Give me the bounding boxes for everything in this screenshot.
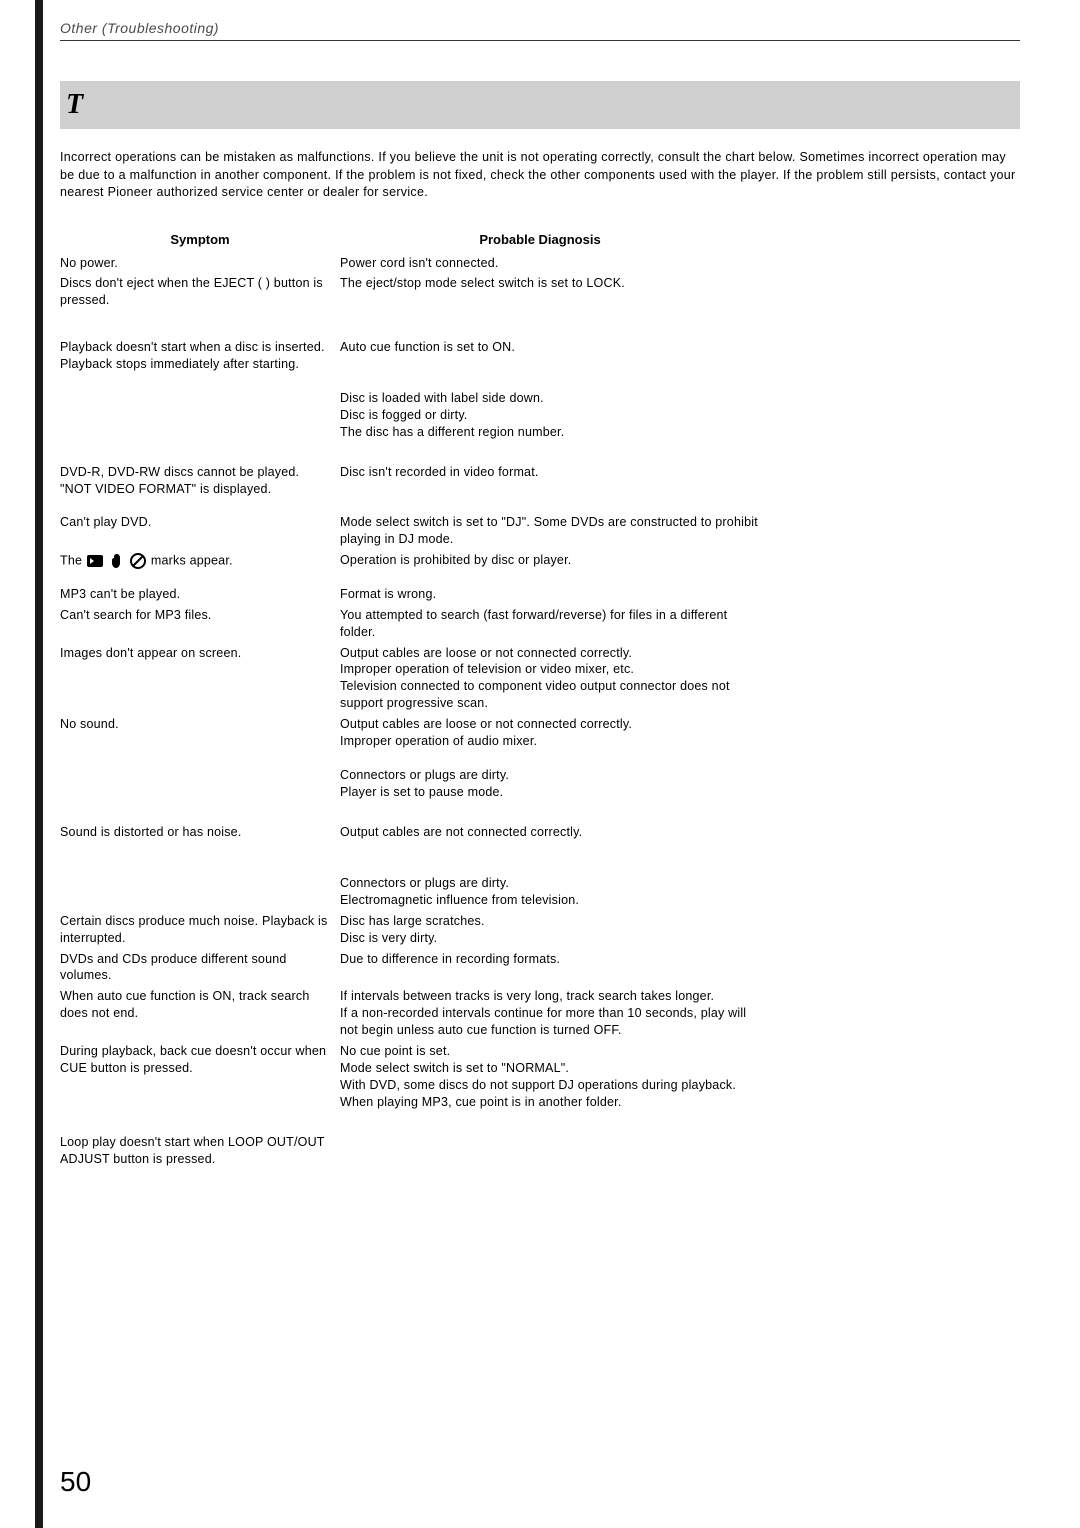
cell-diagnosis: Operation is prohibited by disc or playe… (340, 552, 770, 570)
table-row: Certain discs produce much noise. Playba… (60, 913, 1020, 947)
cell-symptom: When auto cue function is ON, track sear… (60, 988, 340, 1039)
table-row: DVDs and CDs produce different sound vol… (60, 951, 1020, 985)
prohibit-icon (86, 552, 104, 570)
cell-diagnosis: Disc has large scratches.Disc is very di… (340, 913, 770, 947)
cell-diagnosis: Mode select switch is set to "DJ". Some … (340, 514, 770, 548)
cell-diagnosis: No cue point is set.Mode select switch i… (340, 1043, 770, 1111)
column-header-diagnosis: Probable Diagnosis (340, 232, 740, 247)
cell-diagnosis: Power cord isn't connected. (340, 255, 770, 272)
table-row: Can't play DVD. Mode select switch is se… (60, 514, 1020, 548)
cell-symptom: Certain discs produce much noise. Playba… (60, 913, 340, 947)
cell-symptom: DVD-R, DVD-RW discs cannot be played."NO… (60, 464, 340, 498)
table-row: MP3 can't be played. Format is wrong. (60, 586, 1020, 603)
table-row: No sound. Output cables are loose or not… (60, 716, 1020, 800)
table-row: During playback, back cue doesn't occur … (60, 1043, 1020, 1111)
cell-diagnosis: Disc isn't recorded in video format. (340, 464, 770, 498)
cell-symptom: No power. (60, 255, 340, 272)
cell-diagnosis: The eject/stop mode select switch is set… (340, 275, 770, 309)
cell-diagnosis: If intervals between tracks is very long… (340, 988, 770, 1039)
table-row: Sound is distorted or has noise. Output … (60, 824, 1020, 908)
cell-symptom: Images don't appear on screen. (60, 645, 340, 713)
cell-diagnosis: Format is wrong. (340, 586, 770, 603)
page-content: Other (Troubleshooting) T Incorrect oper… (0, 0, 1080, 1204)
no-icon (129, 552, 147, 570)
cell-diagnosis: Output cables are not connected correctl… (340, 824, 770, 908)
troubleshooting-table: Symptom Probable Diagnosis No power. Pow… (60, 232, 1020, 1169)
title-icon: T (66, 89, 83, 121)
title-section: T (60, 81, 1020, 129)
cell-symptom: During playback, back cue doesn't occur … (60, 1043, 340, 1111)
intro-text: Incorrect operations can be mistaken as … (60, 149, 1020, 202)
cell-symptom: DVDs and CDs produce different sound vol… (60, 951, 340, 985)
table-header-row: Symptom Probable Diagnosis (60, 232, 1020, 247)
page-header: Other (Troubleshooting) (60, 20, 1020, 36)
cell-symptom: MP3 can't be played. (60, 586, 340, 603)
table-row: When auto cue function is ON, track sear… (60, 988, 1020, 1039)
cell-symptom: Can't play DVD. (60, 514, 340, 548)
marks-label-prefix: The (60, 553, 86, 567)
cell-diagnosis: Auto cue function is set to ON. Disc is … (340, 339, 770, 440)
cell-symptom: No sound. (60, 716, 340, 800)
cell-symptom: Loop play doesn't start when LOOP OUT/OU… (60, 1134, 340, 1168)
left-margin-bar (35, 0, 43, 1528)
header-underline (60, 40, 1020, 41)
table-row: The marks appear. Operation is prohibite… (60, 552, 1020, 570)
cell-diagnosis: Due to difference in recording formats. (340, 951, 770, 985)
table-row: Playback doesn't start when a disc is in… (60, 339, 1020, 440)
column-header-symptom: Symptom (60, 232, 340, 247)
marks-label-suffix: marks appear. (151, 553, 233, 567)
cell-diagnosis: You attempted to search (fast forward/re… (340, 607, 770, 641)
table-row: Can't search for MP3 files. You attempte… (60, 607, 1020, 641)
cell-diagnosis: Output cables are loose or not connected… (340, 645, 770, 713)
table-row: No power. Power cord isn't connected. (60, 255, 1020, 272)
cell-diagnosis: Output cables are loose or not connected… (340, 716, 770, 800)
cell-symptom: Can't search for MP3 files. (60, 607, 340, 641)
page-number: 50 (60, 1466, 91, 1498)
hand-icon (108, 552, 126, 570)
table-row: Images don't appear on screen. Output ca… (60, 645, 1020, 713)
cell-diagnosis (340, 1134, 770, 1168)
table-row: Loop play doesn't start when LOOP OUT/OU… (60, 1134, 1020, 1168)
table-row: Discs don't eject when the EJECT ( ) but… (60, 275, 1020, 309)
cell-symptom: Sound is distorted or has noise. (60, 824, 340, 908)
cell-symptom: Playback doesn't start when a disc is in… (60, 339, 340, 440)
cell-symptom: Discs don't eject when the EJECT ( ) but… (60, 275, 340, 309)
table-row: DVD-R, DVD-RW discs cannot be played."NO… (60, 464, 1020, 498)
cell-symptom-marks: The marks appear. (60, 552, 340, 570)
